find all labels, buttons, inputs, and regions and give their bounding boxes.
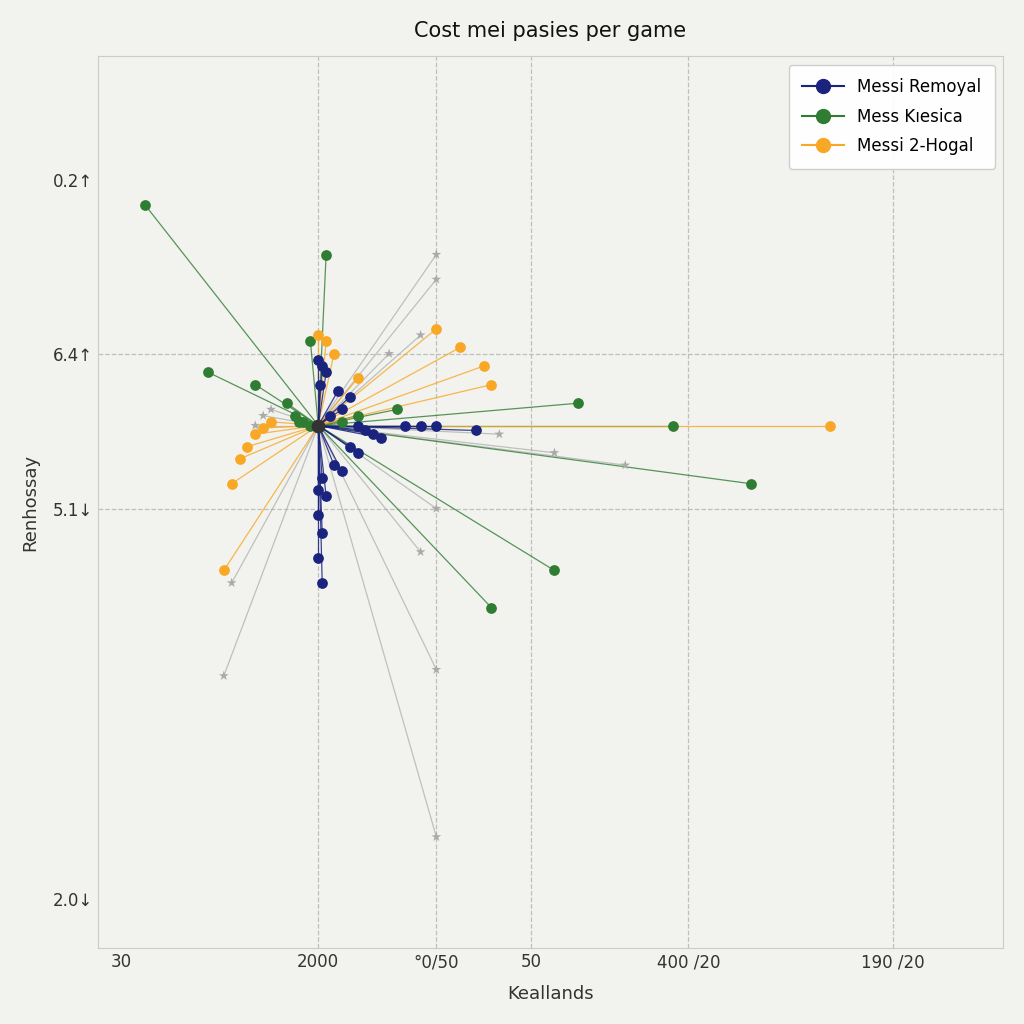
Point [294,414,310,430]
Point [743,475,760,492]
Point [428,662,444,678]
Point [492,426,508,442]
Point [263,414,280,430]
Point [317,247,334,263]
Point [322,408,338,424]
Point [396,418,413,434]
Point [349,418,366,434]
Point [483,377,500,393]
Point [302,418,318,434]
Point [314,525,331,542]
Point [428,271,444,288]
Point [428,828,444,845]
Point [342,438,358,455]
Point [475,357,492,374]
Point [326,345,342,361]
Point [357,422,374,438]
Point [428,418,444,434]
Point [381,345,397,361]
Point [342,389,358,406]
Point [665,418,681,434]
Y-axis label: Renhossay: Renhossay [20,454,39,551]
Point [546,562,562,579]
Point [216,562,232,579]
Point [317,333,334,349]
Point [255,408,271,424]
Point [247,418,263,434]
Point [468,422,484,438]
Point [413,327,429,343]
Point [413,418,429,434]
Point [326,457,342,473]
Point [247,426,263,442]
Point [223,475,240,492]
Point [310,418,327,434]
Point [247,377,263,393]
Point [349,408,366,424]
Point [287,408,303,424]
Point [200,365,216,381]
Point [428,321,444,337]
Point [349,444,366,461]
Point [223,574,240,591]
Point [231,451,248,467]
Point [310,507,327,523]
Point [428,501,444,517]
Point [302,333,318,349]
Point [330,383,346,399]
Point [314,357,331,374]
Point [310,351,327,368]
Point [311,377,328,393]
Point [822,418,839,434]
Point [452,339,468,355]
Point [334,463,350,479]
Point [291,414,307,430]
Point [314,574,331,591]
Legend: Messi Remoyal, Mess Kıesica, Messi 2-Hogal: Messi Remoyal, Mess Kıesica, Messi 2-Hog… [790,65,995,169]
Point [413,544,429,560]
Point [310,481,327,498]
Point [334,401,350,418]
Point [263,401,280,418]
Point [314,469,331,485]
Point [240,438,256,455]
Point [310,550,327,566]
Point [334,418,350,434]
Title: Cost mei pasies per game: Cost mei pasies per game [415,20,686,41]
Point [483,599,500,615]
Point [428,418,444,434]
X-axis label: Keallands: Keallands [507,985,594,1004]
Point [317,488,334,505]
Point [428,247,444,263]
Point [366,426,382,442]
Point [570,395,587,412]
Point [255,420,271,436]
Point [216,668,232,684]
Point [310,327,327,343]
Point [389,401,406,418]
Point [373,430,389,446]
Point [317,365,334,381]
Point [279,395,295,412]
Point [349,371,366,387]
Point [334,414,350,430]
Point [546,444,562,461]
Point [617,457,634,473]
Point [137,197,154,213]
